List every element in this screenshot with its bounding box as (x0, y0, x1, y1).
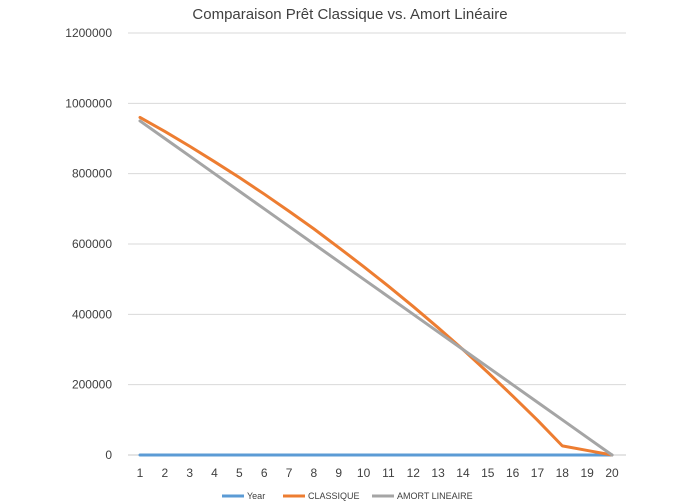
x-tick-label: 13 (431, 466, 445, 480)
x-tick-label: 17 (531, 466, 545, 480)
x-tick-label: 4 (211, 466, 218, 480)
y-tick-label: 200000 (72, 378, 112, 392)
chart-title: Comparaison Prêt Classique vs. Amort Lin… (192, 6, 508, 23)
x-tick-label: 1 (137, 466, 144, 480)
x-tick-label: 19 (580, 466, 594, 480)
legend-label: CLASSIQUE (308, 491, 360, 501)
series-line-2 (138, 119, 614, 457)
y-tick-label: 600000 (72, 237, 112, 251)
y-tick-label: 800000 (72, 167, 112, 181)
x-tick-label: 16 (506, 466, 520, 480)
x-tick-label: 10 (357, 466, 371, 480)
y-tick-label: 1200000 (65, 26, 112, 40)
x-tick-label: 12 (407, 466, 421, 480)
x-tick-label: 6 (261, 466, 268, 480)
x-tick-label: 3 (186, 466, 193, 480)
x-tick-label: 11 (382, 466, 395, 480)
x-tick-label: 18 (556, 466, 570, 480)
x-tick-label: 20 (605, 466, 619, 480)
y-tick-label: 0 (105, 448, 112, 462)
y-tick-label: 1000000 (65, 96, 112, 110)
y-tick-label: 400000 (72, 307, 112, 321)
x-tick-label: 8 (311, 466, 318, 480)
x-tick-label: 7 (286, 466, 293, 480)
legend-label: AMORT LINEAIRE (397, 491, 473, 501)
series-line-1 (138, 115, 614, 457)
x-tick-label: 14 (456, 466, 470, 480)
legend-label: Year (247, 491, 265, 501)
x-tick-label: 15 (481, 466, 495, 480)
x-tick-label: 9 (335, 466, 342, 480)
x-tick-label: 2 (161, 466, 168, 480)
x-tick-label: 5 (236, 466, 243, 480)
